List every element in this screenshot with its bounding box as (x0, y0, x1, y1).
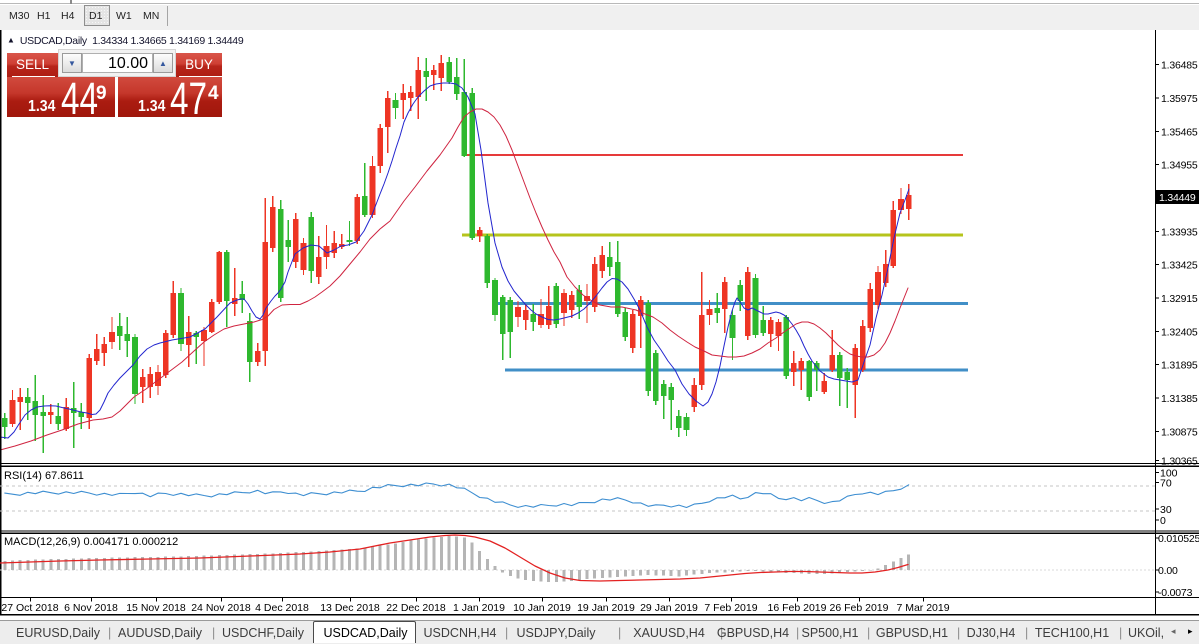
svg-text:1.35975: 1.35975 (1161, 93, 1198, 105)
svg-text:100: 100 (1160, 468, 1178, 480)
svg-text:1 Jan 2019: 1 Jan 2019 (453, 602, 505, 614)
svg-text:7 Feb 2019: 7 Feb 2019 (704, 602, 757, 614)
svg-text:26 Feb 2019: 26 Feb 2019 (830, 602, 889, 614)
svg-text:16 Feb 2019: 16 Feb 2019 (768, 602, 827, 614)
svg-text:0.010525: 0.010525 (1158, 533, 1199, 545)
svg-text:24 Nov 2018: 24 Nov 2018 (191, 602, 251, 614)
svg-text:1.34449: 1.34449 (1159, 192, 1196, 204)
svg-text:1.33935: 1.33935 (1161, 226, 1198, 238)
svg-text:1.36485: 1.36485 (1161, 60, 1198, 72)
svg-text:MACD(12,26,9) 0.004171 0.00021: MACD(12,26,9) 0.004171 0.000212 (4, 536, 178, 548)
svg-text:22 Dec 2018: 22 Dec 2018 (386, 602, 446, 614)
svg-text:1.33425: 1.33425 (1161, 260, 1198, 272)
svg-text:19 Jan 2019: 19 Jan 2019 (577, 602, 635, 614)
svg-text:1.35465: 1.35465 (1161, 126, 1198, 138)
svg-text:1.32405: 1.32405 (1161, 326, 1198, 338)
svg-text:29 Jan 2019: 29 Jan 2019 (640, 602, 698, 614)
svg-text:6 Nov 2018: 6 Nov 2018 (64, 602, 118, 614)
svg-text:4 Dec 2018: 4 Dec 2018 (255, 602, 309, 614)
svg-text:15 Nov 2018: 15 Nov 2018 (126, 602, 186, 614)
svg-text:1.31895: 1.31895 (1161, 360, 1198, 372)
svg-text:-0.0073: -0.0073 (1158, 587, 1193, 599)
svg-text:30: 30 (1160, 504, 1172, 516)
svg-text:RSI(14) 67.8611: RSI(14) 67.8611 (4, 470, 84, 482)
svg-text:27 Oct 2018: 27 Oct 2018 (1, 602, 58, 614)
svg-text:1.30875: 1.30875 (1161, 426, 1198, 438)
svg-text:7 Mar 2019: 7 Mar 2019 (896, 602, 949, 614)
svg-text:1.30365: 1.30365 (1161, 456, 1198, 468)
svg-text:10 Jan 2019: 10 Jan 2019 (513, 602, 571, 614)
svg-text:1.34955: 1.34955 (1161, 160, 1198, 172)
svg-text:13 Dec 2018: 13 Dec 2018 (320, 602, 380, 614)
svg-text:0: 0 (1160, 515, 1166, 527)
svg-text:1.32915: 1.32915 (1161, 293, 1198, 305)
svg-text:70: 70 (1160, 478, 1172, 490)
svg-text:0.00: 0.00 (1158, 565, 1178, 577)
svg-text:1.31385: 1.31385 (1161, 393, 1198, 405)
